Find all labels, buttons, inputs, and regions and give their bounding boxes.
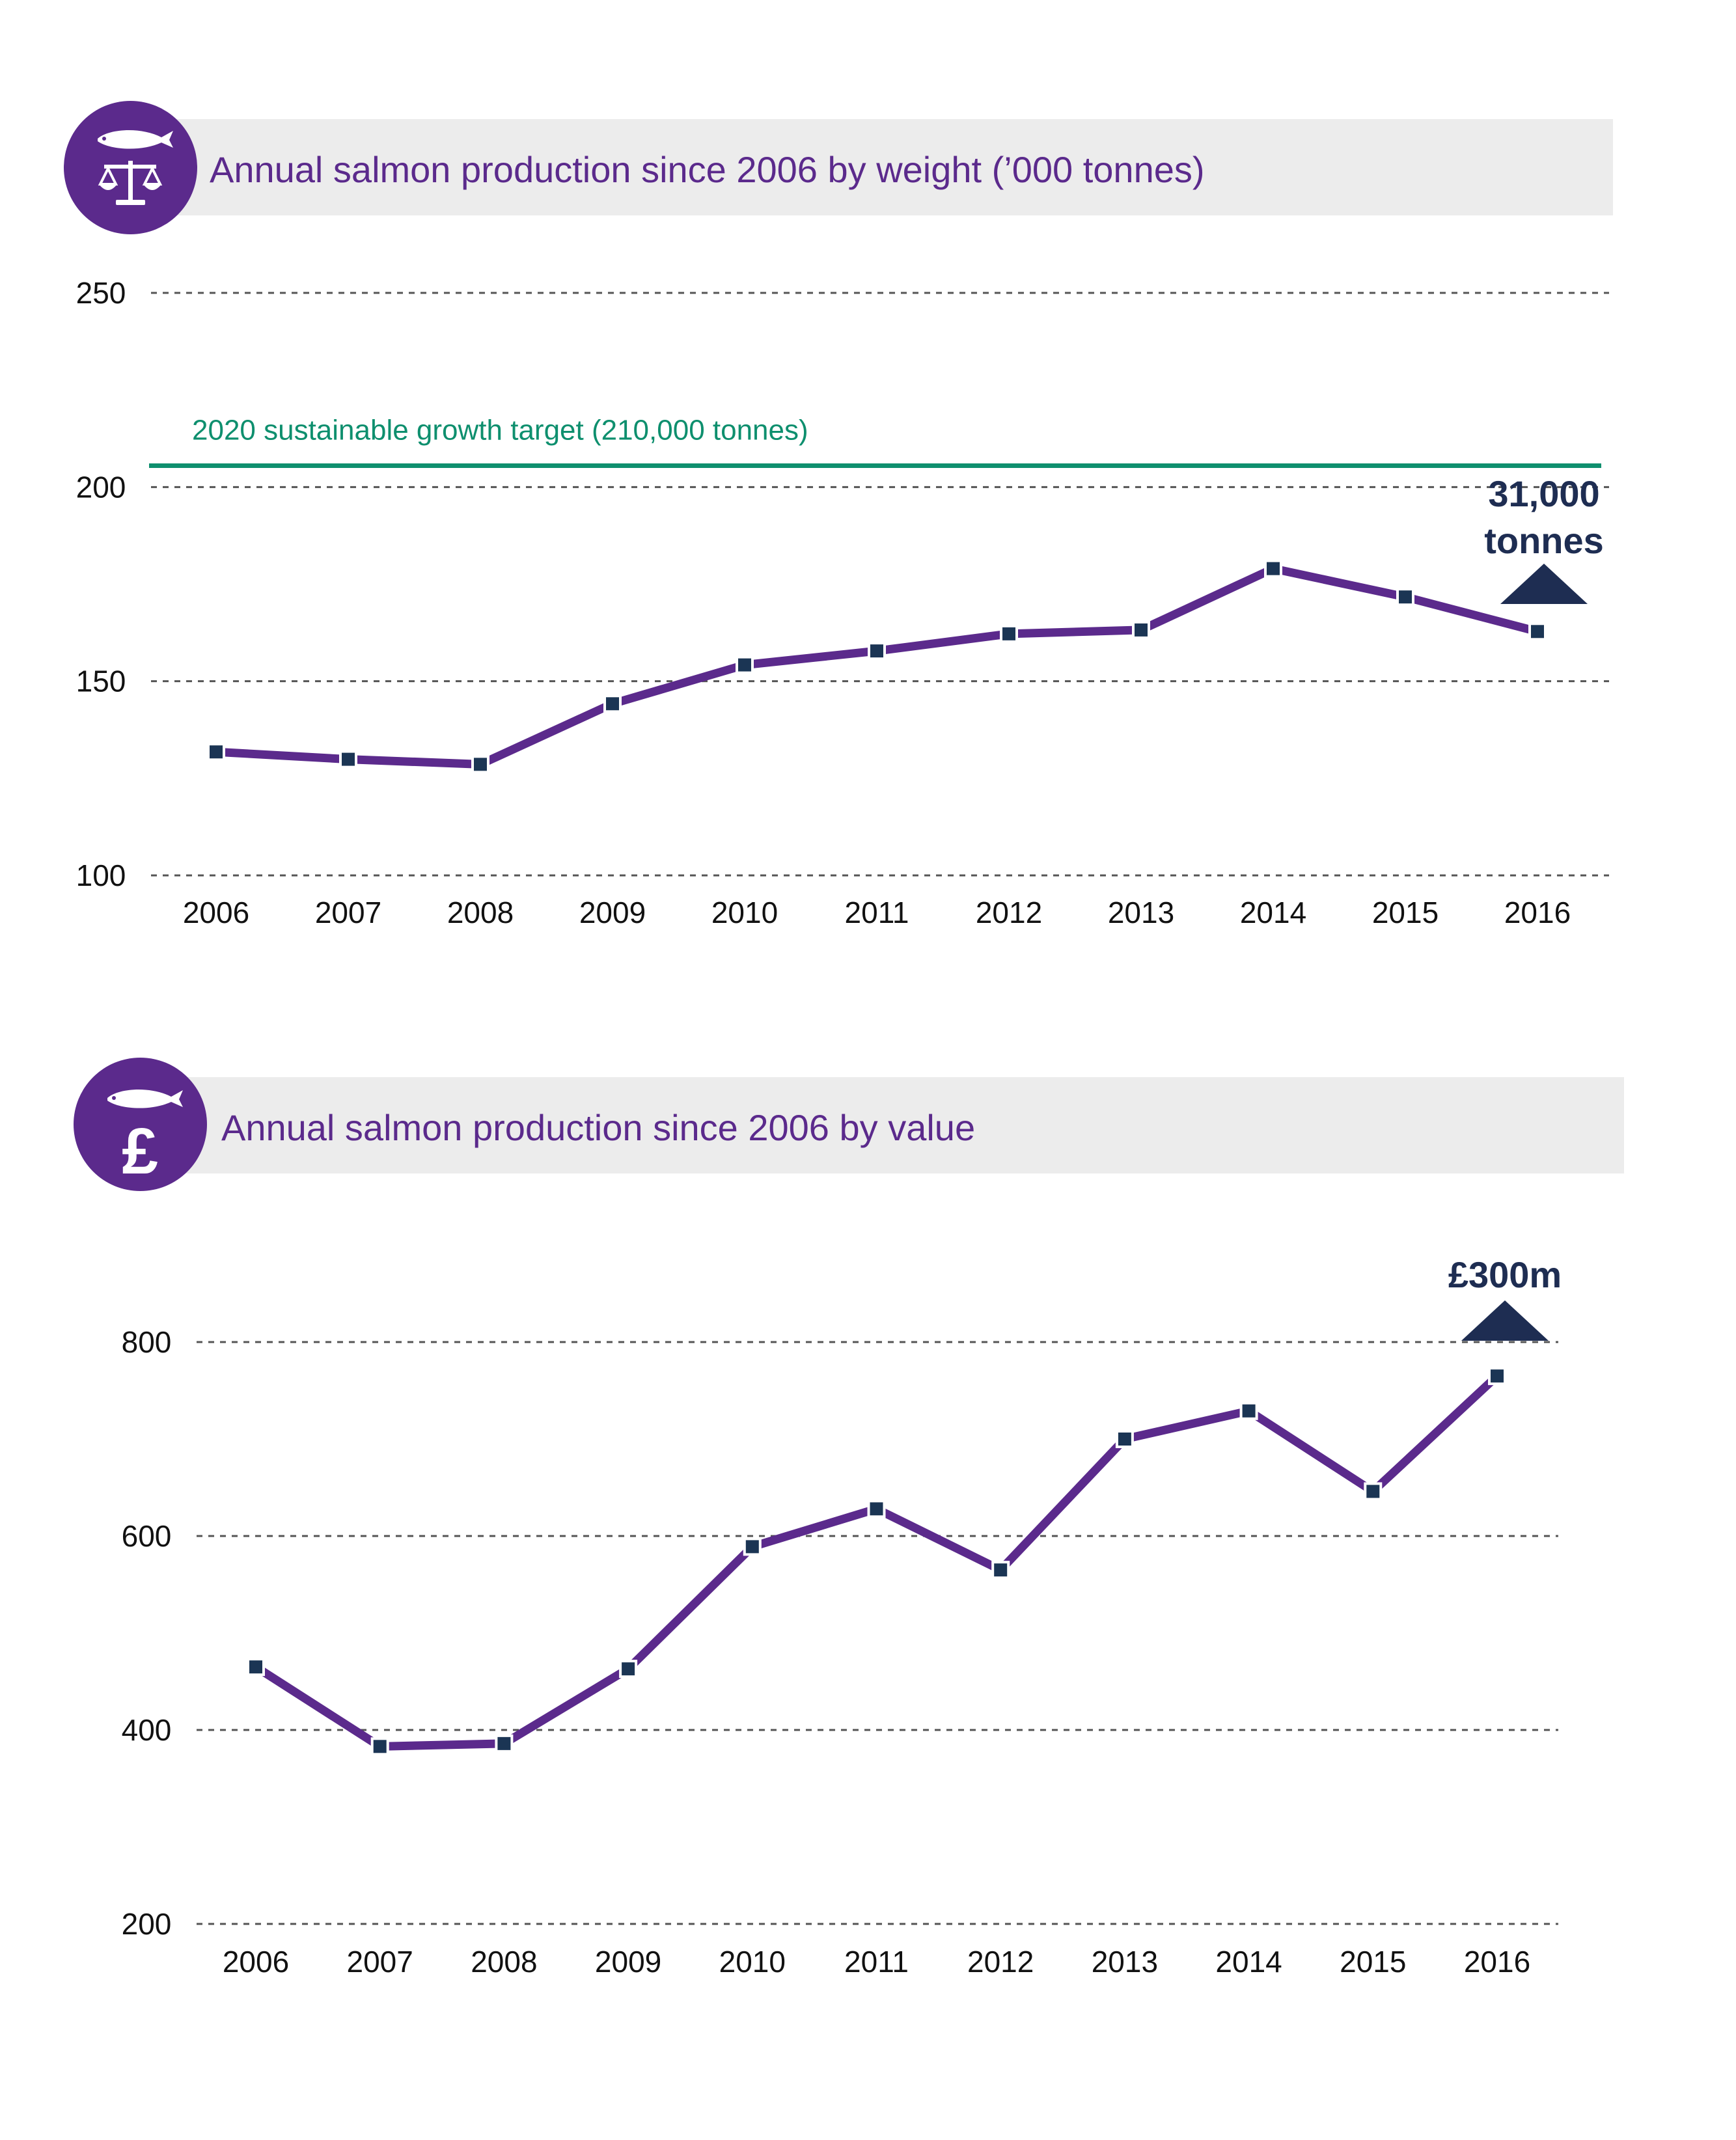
value-data-point bbox=[1239, 1401, 1258, 1420]
weight-y-tick-label: 250 bbox=[76, 276, 126, 310]
weight-y-tick-label: 150 bbox=[76, 665, 126, 698]
weight-x-tick-label: 2008 bbox=[447, 896, 514, 929]
weight-x-tick-label: 2011 bbox=[845, 896, 909, 929]
value-annotation-line1: £300m bbox=[1448, 1254, 1562, 1295]
value-y-tick-label: 600 bbox=[122, 1519, 172, 1553]
value-x-tick-label: 2012 bbox=[967, 1945, 1034, 1979]
weight-x-tick-label: 2010 bbox=[711, 896, 778, 929]
value-data-point bbox=[619, 1660, 638, 1679]
weight-data-point bbox=[339, 750, 357, 769]
weight-chart-svg: 100 150 200 250 2020 sustainable growth targ… bbox=[76, 276, 1609, 929]
weight-data-point bbox=[868, 642, 886, 661]
weight-x-tick-label: 2009 bbox=[579, 896, 646, 929]
value-x-tick-label: 2009 bbox=[595, 1945, 661, 1979]
weight-x-tick-label: 2006 bbox=[183, 896, 249, 929]
weight-header-band bbox=[172, 119, 1613, 215]
value-x-tick-label: 2007 bbox=[347, 1945, 413, 1979]
value-data-point bbox=[743, 1537, 762, 1556]
weight-x-tick-label: 2007 bbox=[315, 896, 381, 929]
value-header-band bbox=[184, 1077, 1624, 1173]
weight-x-tick-label: 2013 bbox=[1108, 896, 1174, 929]
value-up-triangle-icon bbox=[1461, 1300, 1549, 1341]
value-data-point bbox=[247, 1658, 265, 1677]
salmon-scales-icon bbox=[64, 101, 197, 234]
weight-data-point bbox=[1000, 624, 1018, 643]
weight-data-point bbox=[1132, 620, 1150, 639]
value-data-point bbox=[1488, 1367, 1506, 1386]
value-data-point bbox=[370, 1737, 389, 1756]
value-x-tick-label: 2014 bbox=[1215, 1945, 1282, 1979]
weight-annotation-line2: tonnes bbox=[1484, 520, 1604, 561]
value-data-point bbox=[867, 1500, 886, 1518]
value-x-tick-label: 2015 bbox=[1340, 1945, 1406, 1979]
value-x-tick-label: 2016 bbox=[1464, 1945, 1530, 1979]
value-y-tick-label: 400 bbox=[122, 1713, 172, 1747]
weight-data-point bbox=[471, 755, 489, 774]
weight-annotation-line1: 31,000 bbox=[1488, 473, 1599, 514]
value-x-tick-label: 2011 bbox=[844, 1945, 909, 1979]
value-y-tick-label: 800 bbox=[122, 1325, 172, 1359]
weight-target-label: 2020 sustainable growth target (210,000 … bbox=[192, 415, 808, 446]
weight-y-tick-label: 100 bbox=[76, 858, 126, 892]
value-chart-title: Annual salmon production since 2006 by v… bbox=[221, 1107, 976, 1148]
weight-line-chart: 100 150 200 250 2020 sustainable growth targ… bbox=[0, 0, 1736, 976]
value-x-tick-label: 2010 bbox=[719, 1945, 786, 1979]
value-x-tick-label: 2008 bbox=[471, 1945, 537, 1979]
value-data-point bbox=[991, 1561, 1010, 1580]
weight-chart-title: Annual salmon production since 2006 by w… bbox=[210, 149, 1205, 190]
weight-x-tick-label: 2015 bbox=[1372, 896, 1439, 929]
weight-data-point bbox=[1264, 559, 1282, 578]
salmon-pound-icon: £ bbox=[74, 1058, 207, 1191]
weight-x-tick-label: 2016 bbox=[1504, 896, 1571, 929]
value-y-tick-label: 200 bbox=[122, 1907, 172, 1941]
value-data-point bbox=[495, 1734, 514, 1753]
value-x-tick-label: 2006 bbox=[223, 1945, 289, 1979]
svg-text:£: £ bbox=[122, 1115, 158, 1188]
weight-data-point bbox=[1396, 588, 1414, 607]
value-x-tick-label: 2013 bbox=[1092, 1945, 1158, 1979]
weight-y-tick-label: 200 bbox=[76, 470, 126, 504]
weight-x-tick-label: 2012 bbox=[976, 896, 1042, 929]
value-series-line bbox=[251, 1371, 1502, 1751]
weight-up-triangle-icon bbox=[1500, 564, 1588, 604]
weight-data-point bbox=[207, 743, 225, 761]
weight-data-point bbox=[736, 655, 754, 674]
weight-x-tick-label: 2014 bbox=[1240, 896, 1306, 929]
weight-data-point bbox=[1528, 622, 1547, 641]
value-data-point bbox=[1364, 1482, 1383, 1501]
value-data-point bbox=[1115, 1430, 1134, 1448]
weight-data-point bbox=[603, 694, 622, 713]
